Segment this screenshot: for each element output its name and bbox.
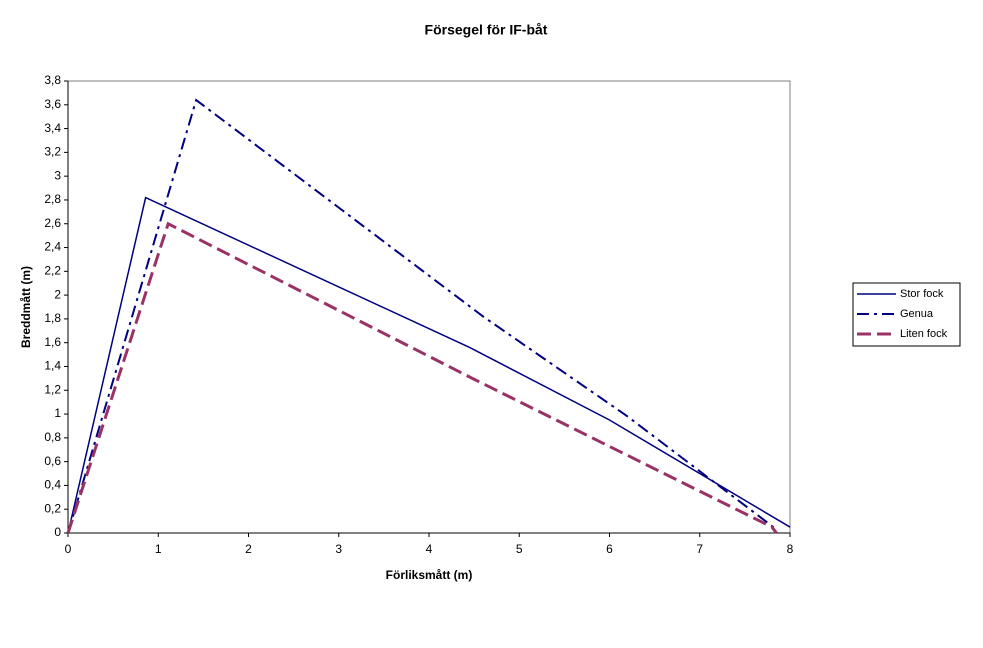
y-tick-label: 3,4 [44,121,61,135]
series-line [66,221,778,534]
x-tick-label: 3 [335,542,342,556]
y-tick-label: 0,8 [44,430,61,444]
x-tick-label: 2 [245,542,252,556]
y-tick-label: 2,4 [44,240,61,254]
x-tick-label: 1 [155,542,162,556]
y-tick-label: 1 [54,406,61,420]
y-tick-label: 0,6 [44,454,61,468]
y-tick-label: 0,4 [44,478,61,492]
y-tick-label: 2,8 [44,192,61,206]
y-tick-label: 0,2 [44,501,61,515]
y-tick-label: 3,6 [44,97,61,111]
plot-area [67,80,791,534]
x-tick-label: 8 [787,542,794,556]
series-line [67,196,791,534]
legend-label: Liten fock [900,328,948,340]
x-tick-label: 5 [516,542,523,556]
x-tick-label: 4 [426,542,433,556]
y-tick-label: 1,2 [44,382,61,396]
series-line [67,98,778,534]
y-tick-label: 3 [54,168,61,182]
legend-label: Genua [900,308,934,320]
y-tick-label: 3,2 [44,145,61,159]
legend-label: Stor fock [900,288,944,300]
x-axis-label: Förliksmått (m) [386,568,473,582]
y-tick-label: 0 [54,525,61,539]
y-tick-label: 2 [54,287,61,301]
y-tick-label: 1,4 [44,359,61,373]
x-tick-label: 0 [65,542,72,556]
x-tick-label: 7 [696,542,703,556]
y-tick-label: 2,6 [44,216,61,230]
y-tick-label: 1,8 [44,311,61,325]
y-tick-label: 2,2 [44,263,61,277]
y-axis-label: Breddmått (m) [19,266,33,348]
x-tick-label: 6 [606,542,613,556]
y-tick-label: 1,6 [44,335,61,349]
chart-title: Försegel för IF-båt [425,22,548,38]
y-tick-label: 3,8 [44,73,61,87]
